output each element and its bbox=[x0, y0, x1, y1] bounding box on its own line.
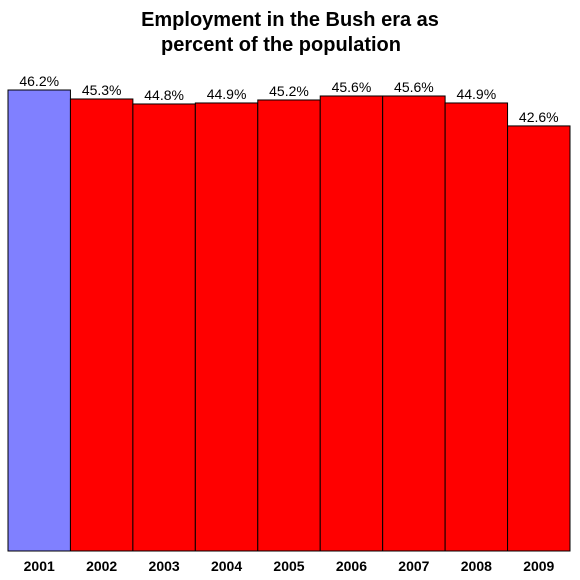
x-tick-label-2009: 2009 bbox=[523, 558, 554, 574]
value-label-2007: 45.6% bbox=[394, 79, 434, 95]
x-tick-label-2005: 2005 bbox=[273, 558, 304, 574]
bars-layer bbox=[7, 89, 571, 552]
x-ticks-layer: 2001 2002 2003 2004 2005 2006 2007 2008 2009 bbox=[24, 558, 555, 574]
chart-title: Employment in the Bush era as percent of… bbox=[0, 8, 580, 58]
bar-2004 bbox=[194, 102, 259, 552]
bar-2002 bbox=[69, 98, 134, 552]
value-label-2008: 44.9% bbox=[456, 86, 496, 102]
value-label-2002: 45.3% bbox=[82, 82, 122, 98]
x-tick-label-2004: 2004 bbox=[211, 558, 242, 574]
x-tick-label-2006: 2006 bbox=[336, 558, 367, 574]
value-label-2003: 44.8% bbox=[144, 87, 184, 103]
bar-2008 bbox=[444, 102, 509, 552]
x-tick-label-2003: 2003 bbox=[149, 558, 180, 574]
bar-2005 bbox=[257, 99, 321, 552]
x-tick-label-2001: 2001 bbox=[24, 558, 55, 574]
bar-2001 bbox=[7, 89, 71, 552]
value-label-2001: 46.2% bbox=[19, 73, 59, 89]
x-tick-label-2002: 2002 bbox=[86, 558, 117, 574]
x-tick-label-2008: 2008 bbox=[461, 558, 492, 574]
value-label-2009: 42.6% bbox=[519, 109, 559, 125]
chart-title-line-2: percent of the population bbox=[161, 34, 401, 56]
bar-2003 bbox=[132, 103, 196, 552]
value-label-2006: 45.6% bbox=[332, 79, 372, 95]
value-labels-layer: 46.2% 45.3% 44.8% 44.9% 45.2% 45.6% 45.6% 44.9%… bbox=[19, 73, 558, 125]
chart-title-line-1: Employment in the Bush era as bbox=[141, 9, 439, 31]
value-label-2005: 45.2% bbox=[269, 83, 309, 99]
value-label-2004: 44.9% bbox=[207, 86, 247, 102]
x-tick-label-2007: 2007 bbox=[398, 558, 429, 574]
bar-2006 bbox=[319, 95, 384, 552]
bar-2007 bbox=[382, 95, 446, 552]
bar-2009 bbox=[507, 125, 571, 552]
